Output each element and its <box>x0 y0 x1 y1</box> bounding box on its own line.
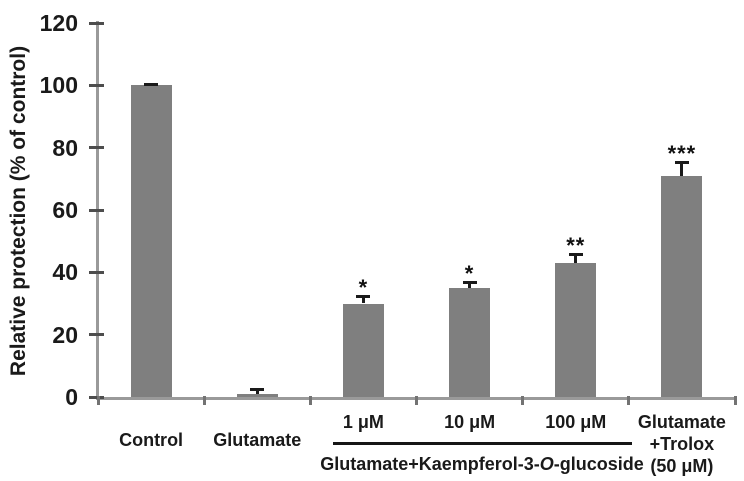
x-tick-mark <box>733 396 737 405</box>
error-bar-cap <box>568 252 583 256</box>
bar <box>236 393 278 397</box>
x-tick-mark <box>521 396 525 405</box>
bar <box>661 175 703 397</box>
group-bracket-line <box>333 442 632 445</box>
error-bar-cap <box>674 160 689 164</box>
y-tick-label: 120 <box>39 10 78 36</box>
significance-marker: * <box>358 274 369 300</box>
group-bracket-label-italic-o: O <box>539 454 554 474</box>
group-bracket-label-prefix: Glutamate+Kaempferol-3- <box>320 454 540 474</box>
category-label: 1 μM <box>342 412 384 432</box>
x-tick-mark <box>202 396 206 405</box>
error-bar-cap <box>356 294 371 298</box>
y-tick-mark <box>89 270 104 274</box>
category-label: Glutamate +Trolox (50 μM) <box>637 412 726 476</box>
category-label: 10 μM <box>444 412 496 432</box>
category-label: 100 μM <box>545 412 607 432</box>
bar <box>449 287 491 397</box>
error-bar-stem <box>680 161 684 176</box>
y-tick-label: 0 <box>65 384 78 410</box>
bar <box>342 303 384 397</box>
y-tick-label: 100 <box>39 72 78 99</box>
significance-marker: * <box>464 260 475 286</box>
y-tick-label: 60 <box>52 197 78 223</box>
error-bar-stem <box>255 389 259 394</box>
group-bracket-label-suffix: -glucoside <box>553 454 644 474</box>
error-bar-cap <box>250 388 265 392</box>
error-bar-stem <box>361 295 365 304</box>
y-tick-mark <box>89 83 104 87</box>
y-tick-mark <box>89 146 104 150</box>
y-tick-mark <box>89 21 104 25</box>
significance-marker: ** <box>566 232 586 258</box>
category-label: Glutamate <box>213 430 302 450</box>
y-tick-label: 20 <box>52 321 78 348</box>
y-tick-mark <box>89 333 104 337</box>
y-tick-mark <box>89 208 104 212</box>
x-tick-mark <box>627 396 631 405</box>
error-bar-stem <box>574 253 578 263</box>
group-bracket-label: Glutamate+Kaempferol-3-O-glucoside <box>317 454 647 475</box>
y-tick-label: 40 <box>52 259 78 286</box>
category-label: Control <box>119 430 184 450</box>
x-tick-mark <box>96 396 100 405</box>
y-tick-label: 80 <box>52 134 78 161</box>
error-bar-stem <box>468 281 472 288</box>
bar <box>130 85 172 397</box>
error-bar-cap <box>462 280 477 284</box>
significance-marker: *** <box>667 140 697 166</box>
bar <box>555 262 597 397</box>
x-tick-mark <box>415 396 418 405</box>
error-bar-cap <box>144 82 159 86</box>
x-tick-mark <box>308 396 312 405</box>
